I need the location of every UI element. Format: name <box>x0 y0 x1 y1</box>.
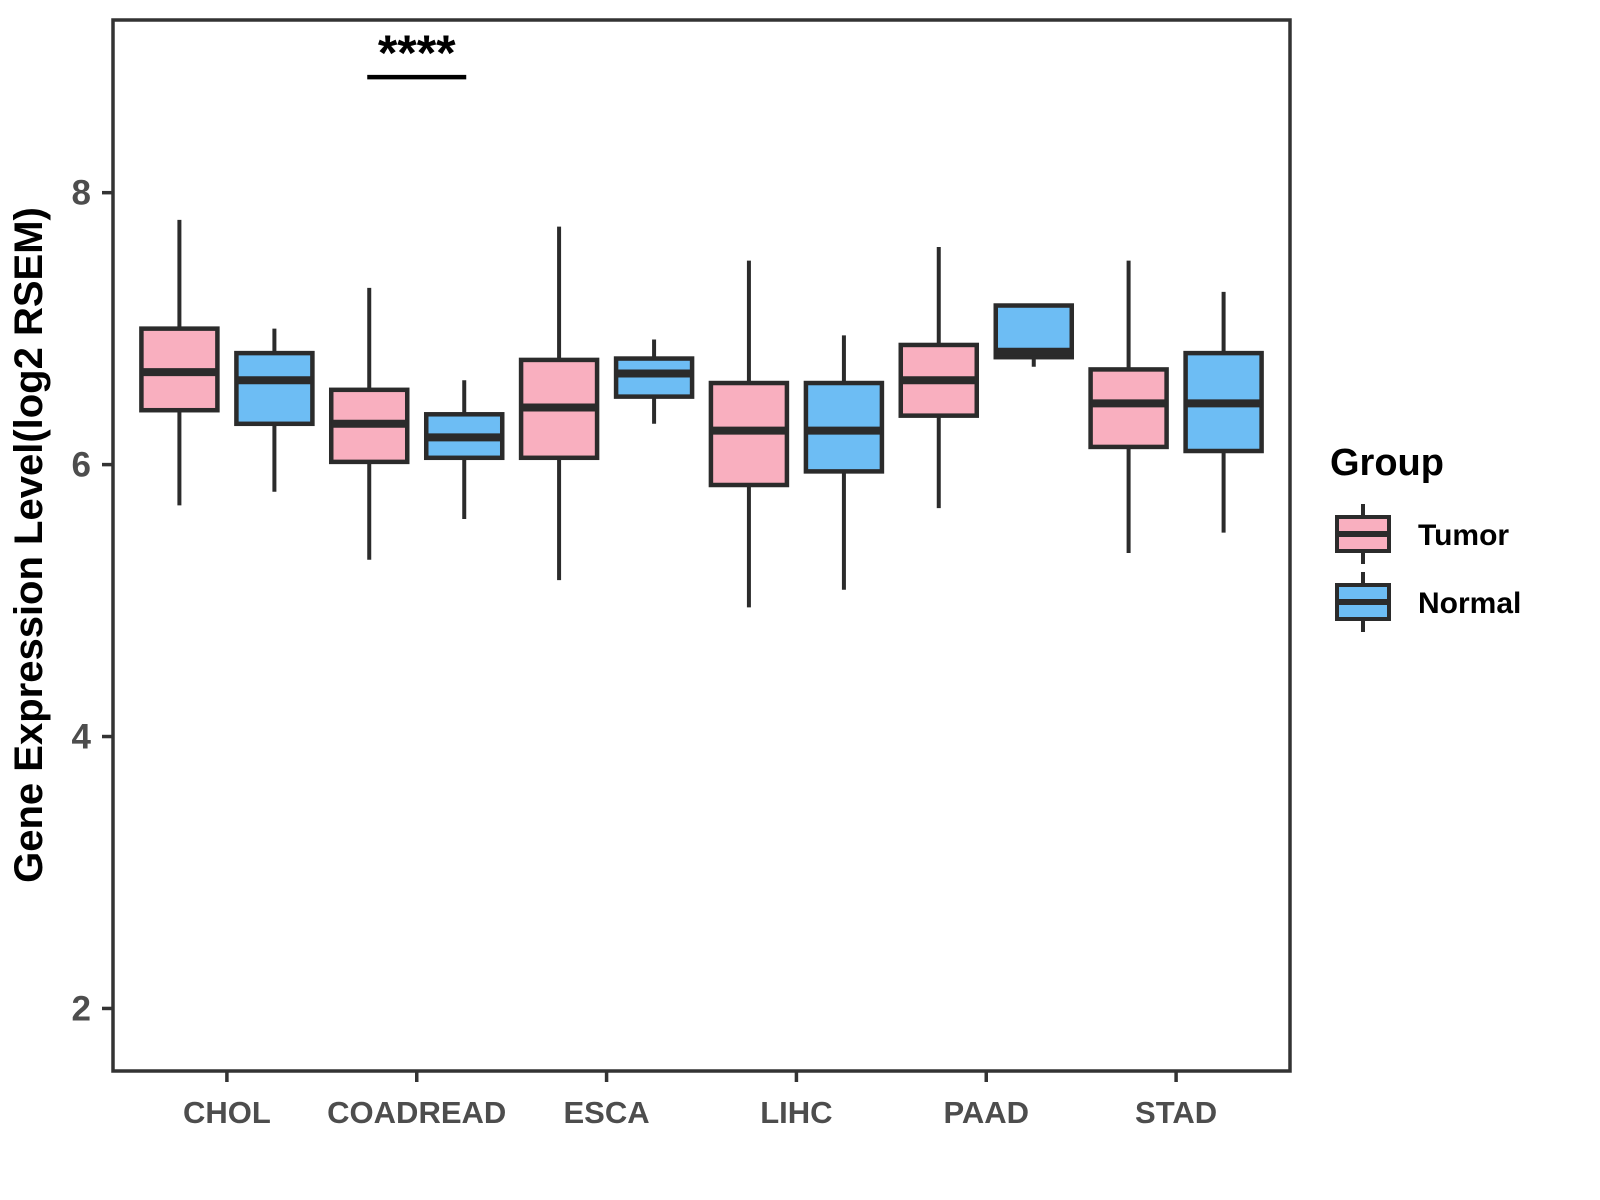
box-LIHC-Normal <box>803 335 885 590</box>
significance-stars: **** <box>378 25 456 81</box>
legend-title: Group <box>1330 442 1444 484</box>
annotation-layer: **** <box>367 25 467 81</box>
axes-layer: 2 4 6 8 CHOL COADREAD ESCA LIHC PAAD STAD <box>72 18 1292 1130</box>
box-PAAD-Normal <box>993 303 1075 367</box>
x-category-label: LIHC <box>760 1095 832 1130</box>
box-CHOL-Normal <box>234 328 315 492</box>
y-tick-label: 8 <box>72 174 91 213</box>
box-COADREAD-Tumor <box>328 287 410 560</box>
iqr-box <box>1088 367 1169 450</box>
legend-item-tumor: Tumor <box>1335 504 1509 564</box>
x-category-label: STAD <box>1135 1095 1217 1130</box>
y-tick-label: 6 <box>72 446 91 485</box>
box-CHOL-Tumor <box>139 219 220 506</box>
boxes-layer <box>139 219 1264 608</box>
x-category-label: COADREAD <box>327 1095 506 1130</box>
y-tick-label: 4 <box>72 718 92 757</box>
legend-item-normal: Normal <box>1335 572 1521 632</box>
box-ESCA-Tumor <box>518 226 600 581</box>
box-COADREAD-Normal <box>423 380 505 519</box>
x-category-label: ESCA <box>564 1095 650 1130</box>
legend: Group Tumor Normal <box>1330 442 1521 632</box>
box-STAD-Normal <box>1183 291 1264 533</box>
iqr-box <box>234 350 315 427</box>
box-ESCA-Normal <box>613 339 695 424</box>
x-category-label: CHOL <box>183 1095 271 1130</box>
y-tick-label: 2 <box>72 989 91 1028</box>
box-LIHC-Tumor <box>708 260 790 608</box>
y-axis-title: Gene Expression Level(log2 RSEM) <box>7 207 51 883</box>
legend-label-normal: Normal <box>1418 587 1521 620</box>
panel-border <box>111 18 1292 1073</box>
iqr-box <box>613 356 695 399</box>
legend-label-tumor: Tumor <box>1418 519 1509 552</box>
x-category-label: PAAD <box>943 1095 1029 1130</box>
box-PAAD-Tumor <box>898 247 980 509</box>
box-STAD-Tumor <box>1088 260 1169 553</box>
